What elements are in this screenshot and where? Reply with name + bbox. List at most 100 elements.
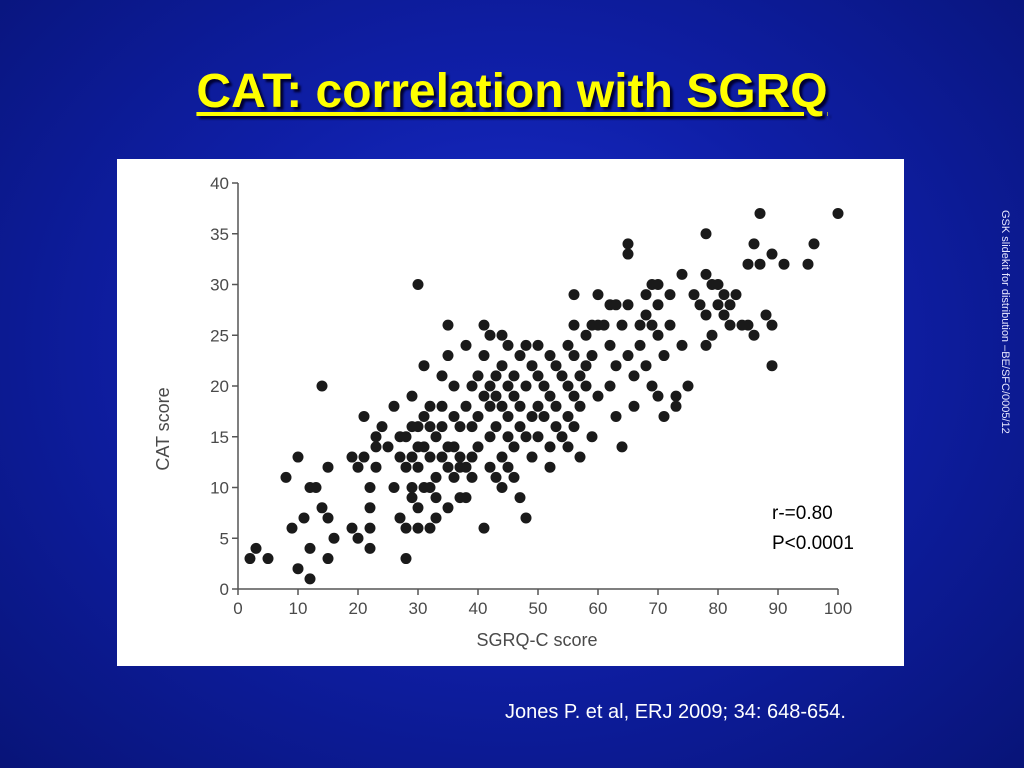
slide-title: CAT: correlation with SGRQ: [196, 65, 828, 118]
data-point: [502, 410, 514, 422]
x-tick-label: 90: [769, 599, 788, 618]
data-point: [478, 522, 490, 534]
data-point: [640, 360, 652, 372]
data-point: [610, 360, 622, 372]
data-point: [478, 350, 490, 362]
data-point: [460, 492, 472, 504]
data-point: [412, 279, 424, 290]
data-point: [346, 451, 358, 463]
data-point: [544, 350, 556, 362]
data-point: [352, 532, 364, 544]
data-point: [532, 339, 544, 351]
data-point: [574, 451, 586, 463]
data-point: [724, 299, 736, 311]
data-point: [496, 400, 508, 412]
data-point: [436, 370, 448, 382]
data-point: [508, 390, 520, 402]
data-point: [508, 370, 520, 382]
data-point: [586, 350, 598, 362]
data-point: [640, 289, 652, 301]
data-point: [748, 238, 760, 250]
data-point: [448, 471, 460, 483]
y-tick-label: 0: [220, 580, 229, 599]
data-point: [292, 563, 304, 575]
data-point: [760, 309, 772, 321]
data-point: [370, 431, 382, 443]
data-point: [418, 410, 430, 422]
data-point: [832, 207, 844, 219]
data-point: [490, 421, 502, 433]
data-point: [262, 553, 274, 565]
data-point: [418, 360, 430, 372]
data-point: [370, 461, 382, 473]
data-point: [436, 451, 448, 463]
data-point: [436, 421, 448, 433]
y-tick-label: 15: [210, 428, 229, 447]
y-tick-label: 10: [210, 479, 229, 498]
data-point: [628, 370, 640, 382]
data-point: [718, 289, 730, 301]
data-point: [742, 258, 754, 270]
data-point: [562, 339, 574, 351]
data-point: [682, 380, 694, 392]
data-point: [358, 451, 370, 463]
data-point: [508, 471, 520, 483]
data-point: [652, 390, 664, 402]
data-point: [442, 502, 454, 514]
data-point: [520, 380, 532, 392]
data-point: [484, 329, 496, 341]
data-point: [688, 289, 700, 301]
x-axis-label: SGRQ-C score: [476, 630, 597, 650]
data-point: [442, 350, 454, 362]
data-point: [376, 421, 388, 433]
data-point: [670, 400, 682, 412]
data-point: [346, 522, 358, 534]
data-point: [424, 421, 436, 433]
data-point: [286, 522, 298, 534]
data-point: [424, 400, 436, 412]
data-point: [592, 390, 604, 402]
data-point: [532, 431, 544, 443]
data-point: [538, 380, 550, 392]
data-point: [472, 370, 484, 382]
data-point: [484, 431, 496, 443]
data-point: [430, 471, 442, 483]
data-point: [448, 380, 460, 392]
data-point: [484, 400, 496, 412]
data-point: [550, 400, 562, 412]
data-point: [634, 339, 646, 351]
data-point: [634, 319, 646, 331]
data-point: [532, 370, 544, 382]
y-axis-label: CAT score: [153, 387, 173, 470]
data-point: [520, 431, 532, 443]
data-point: [400, 522, 412, 534]
data-point: [544, 441, 556, 453]
scatter-chart: 0 5 10 15 20 25 30 35 40 0 10 20 30 40 50 60 70 80 90 100 C…: [153, 174, 854, 650]
data-point: [724, 319, 736, 331]
data-point: [580, 329, 592, 341]
data-point: [412, 461, 424, 473]
data-point: [424, 522, 436, 534]
data-point: [304, 573, 316, 585]
data-point: [676, 268, 688, 280]
x-tick-label: 30: [409, 599, 428, 618]
data-point: [574, 370, 586, 382]
data-point: [586, 431, 598, 443]
data-point: [700, 339, 712, 351]
data-point: [526, 410, 538, 422]
data-point: [364, 522, 376, 534]
data-point: [580, 360, 592, 372]
data-point: [526, 451, 538, 463]
data-point: [490, 370, 502, 382]
data-point: [514, 400, 526, 412]
data-point: [280, 471, 292, 483]
data-point: [568, 350, 580, 362]
data-point: [292, 451, 304, 463]
chart-axes: 0 5 10 15 20 25 30 35 40 0 10 20 30 40 50 60 70 80 90 100: [210, 174, 852, 618]
data-point: [562, 441, 574, 453]
data-point: [370, 441, 382, 453]
data-point: [700, 268, 712, 280]
data-point: [382, 441, 394, 453]
data-point: [496, 482, 508, 493]
data-point: [394, 512, 406, 524]
